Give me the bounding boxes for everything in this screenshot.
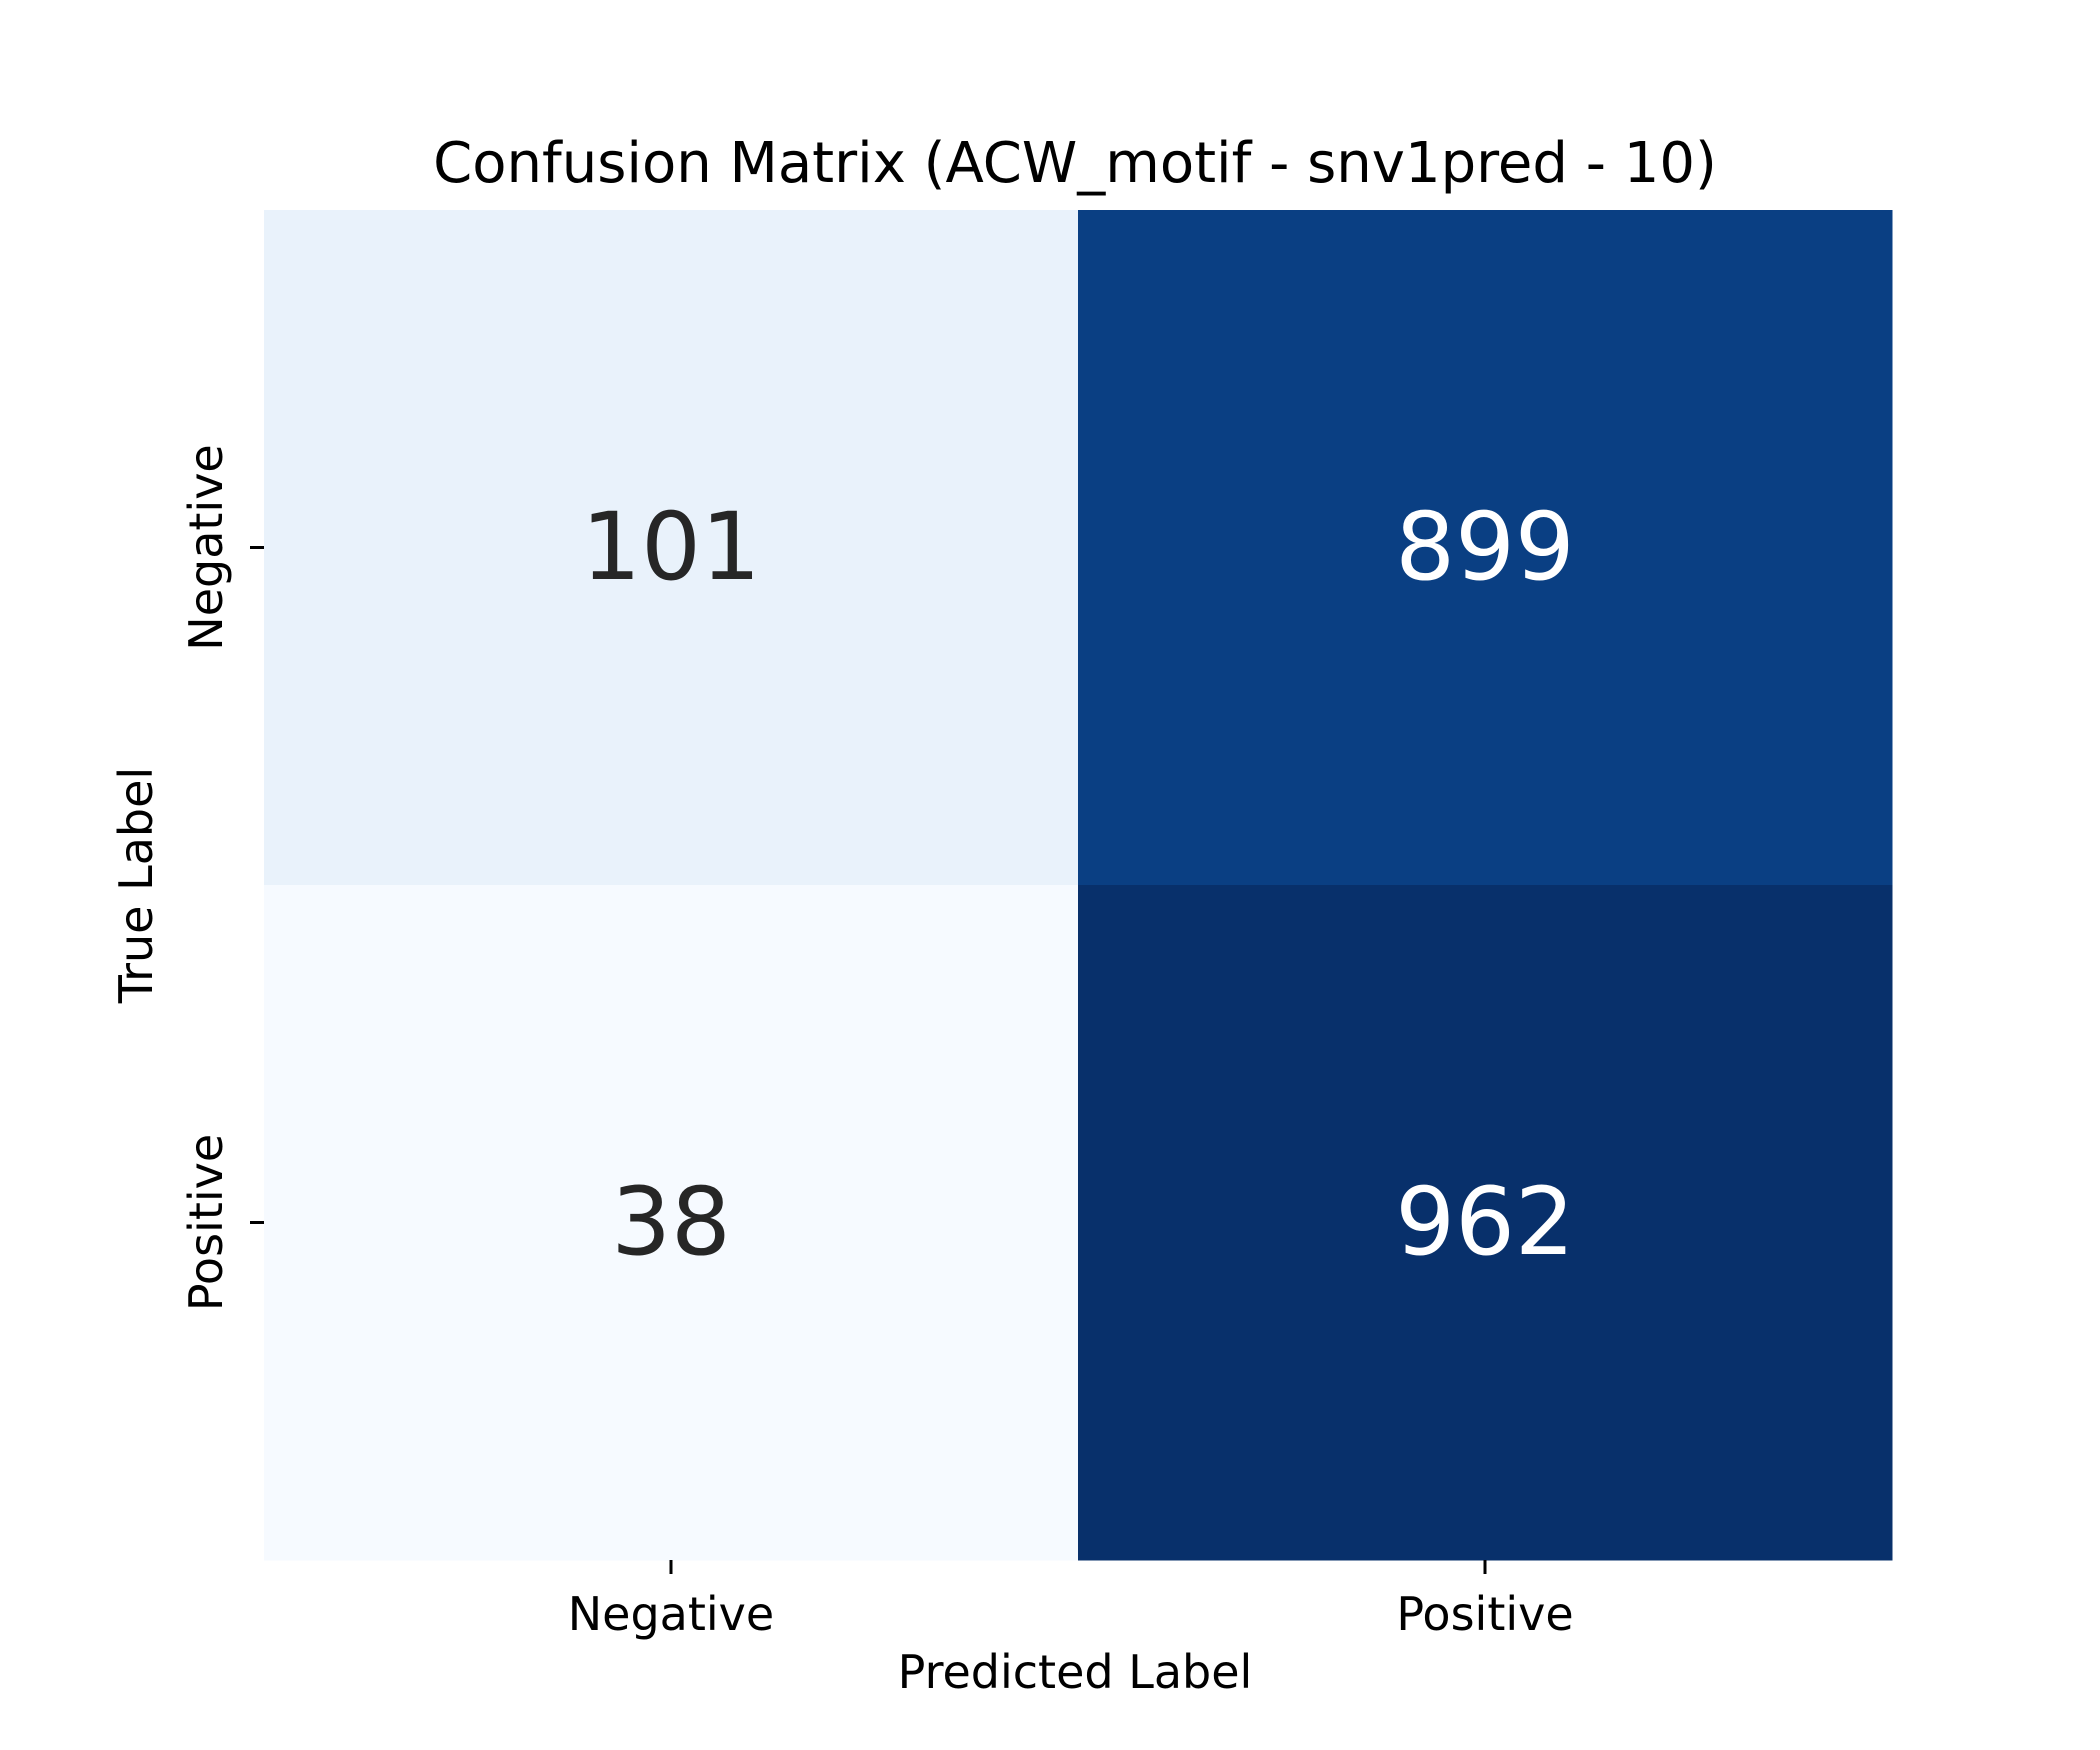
heatmap-cell [1078, 885, 1893, 1561]
y-tick-label: Positive [179, 1134, 233, 1311]
y-axis-ticks: Negative Positive [179, 444, 264, 1311]
heatmap-cells: 101 899 38 962 [264, 210, 1893, 1561]
heatmap-cell [264, 885, 1079, 1561]
x-tick-label: Positive [1396, 1587, 1573, 1641]
x-tick-label: Negative [568, 1587, 774, 1641]
heatmap-cell [1078, 210, 1893, 886]
x-axis-ticks: Negative Positive [568, 1560, 1574, 1641]
chart-title: Confusion Matrix (ACW_motif - snv1pred -… [433, 131, 1717, 196]
x-axis-label: Predicted Label [898, 1645, 1253, 1699]
cell-value-label: 38 [611, 1168, 731, 1277]
y-axis-label: True Label [109, 767, 163, 1004]
heatmap-cell [264, 210, 1079, 886]
cell-value-label: 899 [1395, 493, 1574, 602]
cell-value-label: 962 [1395, 1168, 1574, 1277]
cell-value-label: 101 [581, 493, 760, 602]
y-tick-label: Negative [179, 444, 233, 650]
